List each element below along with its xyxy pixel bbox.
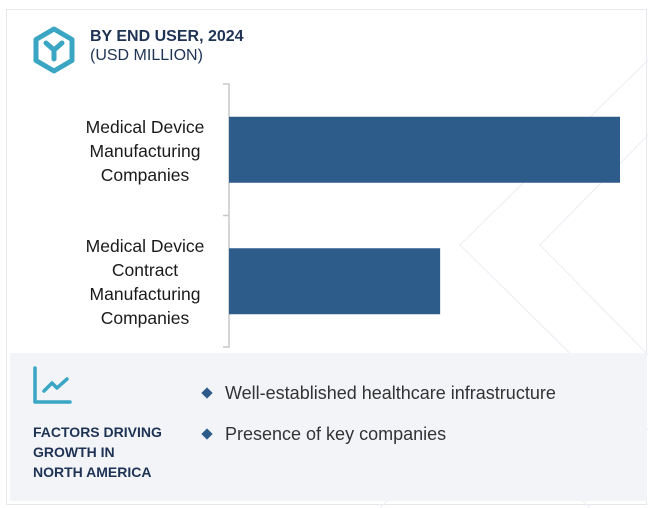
chart-header: BY END USER, 2024 (USD MILLION) xyxy=(32,26,244,74)
line-chart-growth-icon xyxy=(33,366,72,404)
category-label-line: Medical Device xyxy=(85,116,205,137)
factors-list: Well-established healthcare infrastructu… xyxy=(200,382,556,464)
category-label-line: Contract xyxy=(111,260,179,281)
chart-title: BY END USER, 2024 xyxy=(90,28,244,45)
diamond-bullet-icon xyxy=(201,428,213,440)
y-axis-line xyxy=(223,83,230,348)
factors-panel: FACTORS DRIVING GROWTH IN NORTH AMERICA … xyxy=(10,353,647,501)
factor-item: Presence of key companies xyxy=(200,423,556,445)
factor-text: Presence of key companies xyxy=(225,424,447,444)
factor-item: Well-established healthcare infrastructu… xyxy=(200,382,556,404)
category-label-line: Companies xyxy=(100,164,190,185)
chart-subtitle: (USD MILLION) xyxy=(90,47,203,64)
category-label-line: Manufacturing xyxy=(89,284,201,305)
category-label-line: Companies xyxy=(100,308,190,329)
bar-2 xyxy=(229,248,441,315)
category-label-line: Manufacturing xyxy=(89,140,201,161)
diamond-bullet-icon xyxy=(201,387,213,399)
factors-title-line: GROWTH IN xyxy=(33,444,115,460)
factors-title-line: FACTORS DRIVING xyxy=(33,424,162,440)
factor-text: Well-established healthcare infrastructu… xyxy=(225,383,556,403)
hexagon-y-logo-icon xyxy=(33,26,75,74)
factors-title-line: NORTH AMERICA xyxy=(33,464,152,480)
factors-title: FACTORS DRIVING GROWTH IN NORTH AMERICA xyxy=(33,422,183,482)
bar-1 xyxy=(229,116,620,183)
bar-chart xyxy=(223,83,620,348)
category-label: Medical Device Manufacturing Companies xyxy=(50,115,240,187)
category-label-line: Medical Device xyxy=(85,236,205,257)
category-label: Medical Device Contract Manufacturing Compa… xyxy=(50,234,240,330)
